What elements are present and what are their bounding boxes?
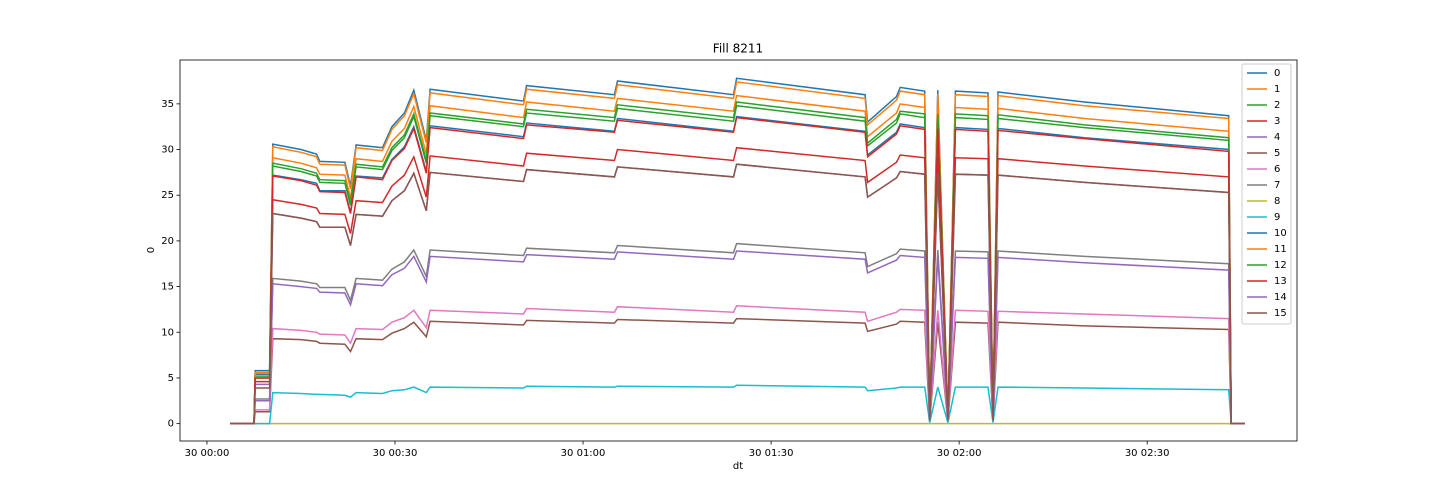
series-line <box>230 242 1245 425</box>
legend-label: 4 <box>1274 132 1280 143</box>
legend-label: 12 <box>1274 260 1287 271</box>
series-line <box>230 81 1245 425</box>
series-line <box>230 250 1245 425</box>
y-tick-label: 15 <box>161 282 174 293</box>
legend-label: 6 <box>1274 164 1280 175</box>
legend-label: 1 <box>1274 84 1280 95</box>
legend-label: 13 <box>1274 276 1287 287</box>
y-tick-label: 10 <box>161 327 174 338</box>
series-line <box>230 104 1245 425</box>
series-line <box>230 146 1245 425</box>
series-line <box>230 116 1245 425</box>
y-tick-label: 35 <box>161 99 174 110</box>
series-line <box>230 94 1245 425</box>
legend-label: 2 <box>1274 100 1280 111</box>
legend-label: 11 <box>1274 244 1287 255</box>
legend-box <box>1241 63 1292 325</box>
y-tick-label: 25 <box>161 190 174 201</box>
legend-label: 5 <box>1274 148 1280 159</box>
series-line <box>230 384 1245 425</box>
series-line <box>230 305 1245 425</box>
y-tick-label: 5 <box>168 373 174 384</box>
chart-title: Fill 8211 <box>713 42 763 56</box>
series-line <box>230 163 1245 425</box>
x-tick-label: 30 00:30 <box>373 448 418 459</box>
legend-label: 10 <box>1274 228 1287 239</box>
y-tick-label: 0 <box>168 419 174 430</box>
series-line <box>230 101 1245 425</box>
x-tick-label: 30 01:00 <box>561 448 606 459</box>
legend-label: 9 <box>1274 212 1280 223</box>
x-tick-label: 30 02:00 <box>937 448 982 459</box>
legend-label: 14 <box>1274 292 1287 303</box>
series-line <box>230 77 1245 425</box>
y-tick-label: 20 <box>161 236 174 247</box>
x-tick-label: 30 01:30 <box>749 448 794 459</box>
y-axis-label: 0 <box>146 247 157 253</box>
legend-label: 0 <box>1274 68 1280 79</box>
series-line <box>230 317 1245 425</box>
legend-label: 8 <box>1274 196 1280 207</box>
plot-frame <box>179 59 1298 442</box>
x-tick-label: 30 02:30 <box>1125 448 1170 459</box>
y-tick-label: 30 <box>161 145 174 156</box>
legend-label: 3 <box>1274 116 1280 127</box>
series-line <box>230 115 1245 425</box>
legend-label: 15 <box>1274 308 1287 319</box>
legend-label: 7 <box>1274 180 1280 191</box>
x-tick-label: 30 00:00 <box>185 448 230 459</box>
x-axis-label: dt <box>733 461 743 472</box>
